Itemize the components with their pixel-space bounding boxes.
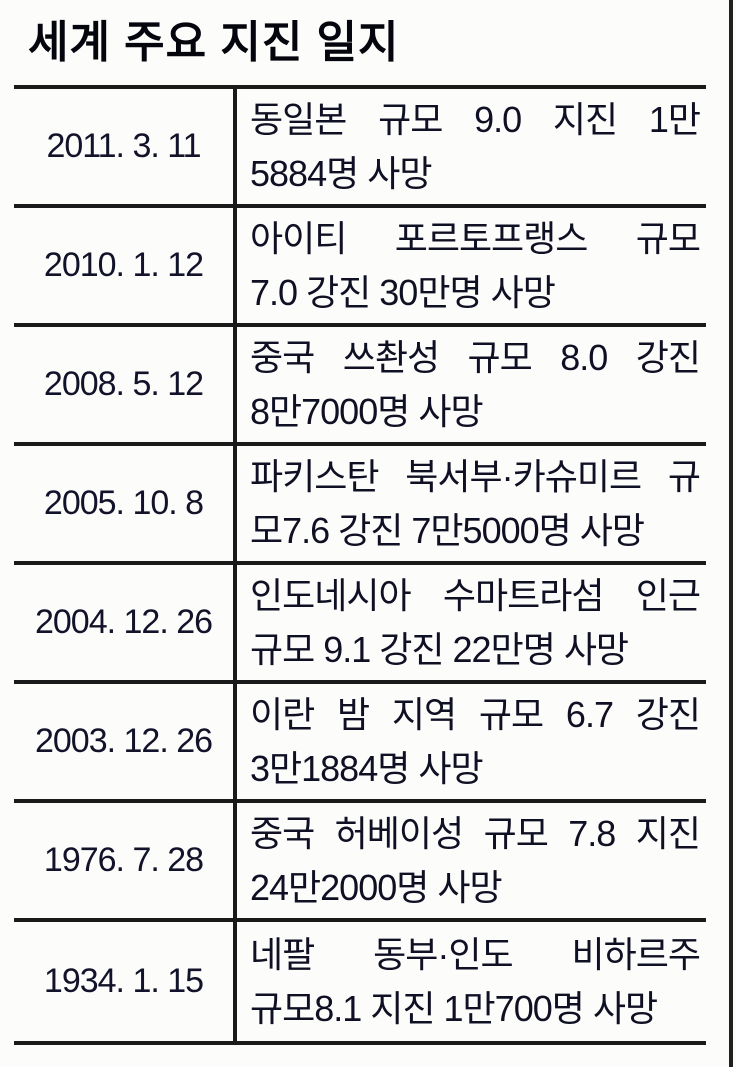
description-line-1: 중국 쓰촨성 규모 8.0 강진: [250, 336, 701, 378]
earthquake-date: 2004. 12. 26: [14, 565, 237, 680]
earthquake-description: 인도네시아 수마트라섬 인근 규모 9.1 강진 22만명 사망: [237, 565, 706, 680]
earthquake-description: 네팔 동부·인도 비하르주 규모8.1 지진 1만700명 사망: [237, 922, 706, 1041]
description-line-2: 8만7000명 사망: [250, 390, 484, 432]
earthquake-description: 동일본 규모 9.0 지진 1만 5884명 사망: [237, 89, 706, 204]
table-row: 2003. 12. 26 이란 밤 지역 규모 6.7 강진 3만1884명 사…: [14, 684, 706, 803]
description-line-2: 규모8.1 지진 1만700명 사망: [250, 987, 658, 1029]
description-line-1: 인도네시아 수마트라섬 인근: [250, 574, 701, 616]
earthquake-description: 파키스탄 북서부·카슈미르 규 모7.6 강진 7만5000명 사망: [237, 446, 706, 561]
column-rule-right: [729, 0, 733, 1067]
description-line-1: 아이티 포르토프랭스 규모: [250, 217, 701, 259]
description-line-2: 24만2000명 사망: [250, 866, 503, 908]
earthquake-date: 2008. 5. 12: [14, 327, 237, 442]
description-line-1: 네팔 동부·인도 비하르주: [250, 933, 701, 975]
description-line-1: 중국 허베이성 규모 7.8 지진: [250, 812, 701, 854]
earthquake-description: 중국 쓰촨성 규모 8.0 강진 8만7000명 사망: [237, 327, 706, 442]
table-row: 2008. 5. 12 중국 쓰촨성 규모 8.0 강진 8만7000명 사망: [14, 327, 706, 446]
description-line-1: 파키스탄 북서부·카슈미르 규: [250, 455, 701, 497]
earthquake-description: 중국 허베이성 규모 7.8 지진 24만2000명 사망: [237, 803, 706, 918]
earthquake-description: 아이티 포르토프랭스 규모 7.0 강진 30만명 사망: [237, 208, 706, 323]
description-line-1: 동일본 규모 9.0 지진 1만: [250, 98, 701, 140]
earthquake-date: 2010. 1. 12: [14, 208, 237, 323]
earthquake-date: 2003. 12. 26: [14, 684, 237, 799]
table-row: 2010. 1. 12 아이티 포르토프랭스 규모 7.0 강진 30만명 사망: [14, 208, 706, 327]
earthquake-date: 1934. 1. 15: [14, 922, 237, 1041]
table-row: 2005. 10. 8 파키스탄 북서부·카슈미르 규 모7.6 강진 7만50…: [14, 446, 706, 565]
earthquake-description: 이란 밤 지역 규모 6.7 강진 3만1884명 사망: [237, 684, 706, 799]
table-row: 1934. 1. 15 네팔 동부·인도 비하르주 규모8.1 지진 1만700…: [14, 922, 706, 1041]
page-title: 세계 주요 지진 일지: [28, 18, 400, 67]
earthquake-date: 2011. 3. 11: [14, 89, 237, 204]
description-line-2: 모7.6 강진 7만5000명 사망: [250, 509, 645, 551]
description-line-1: 이란 밤 지역 규모 6.7 강진: [250, 693, 701, 735]
table-row: 2004. 12. 26 인도네시아 수마트라섬 인근 규모 9.1 강진 22…: [14, 565, 706, 684]
description-line-2: 7.0 강진 30만명 사망: [250, 271, 556, 313]
description-line-2: 5884명 사망: [250, 152, 432, 194]
table-row: 1976. 7. 28 중국 허베이성 규모 7.8 지진 24만2000명 사…: [14, 803, 706, 922]
earthquake-date: 1976. 7. 28: [14, 803, 237, 918]
table-row: 2011. 3. 11 동일본 규모 9.0 지진 1만 5884명 사망: [14, 89, 706, 208]
description-line-2: 3만1884명 사망: [250, 747, 484, 789]
earthquake-table: 2011. 3. 11 동일본 규모 9.0 지진 1만 5884명 사망 20…: [14, 85, 706, 1045]
description-line-2: 규모 9.1 강진 22만명 사망: [250, 628, 629, 670]
earthquake-date: 2005. 10. 8: [14, 446, 237, 561]
